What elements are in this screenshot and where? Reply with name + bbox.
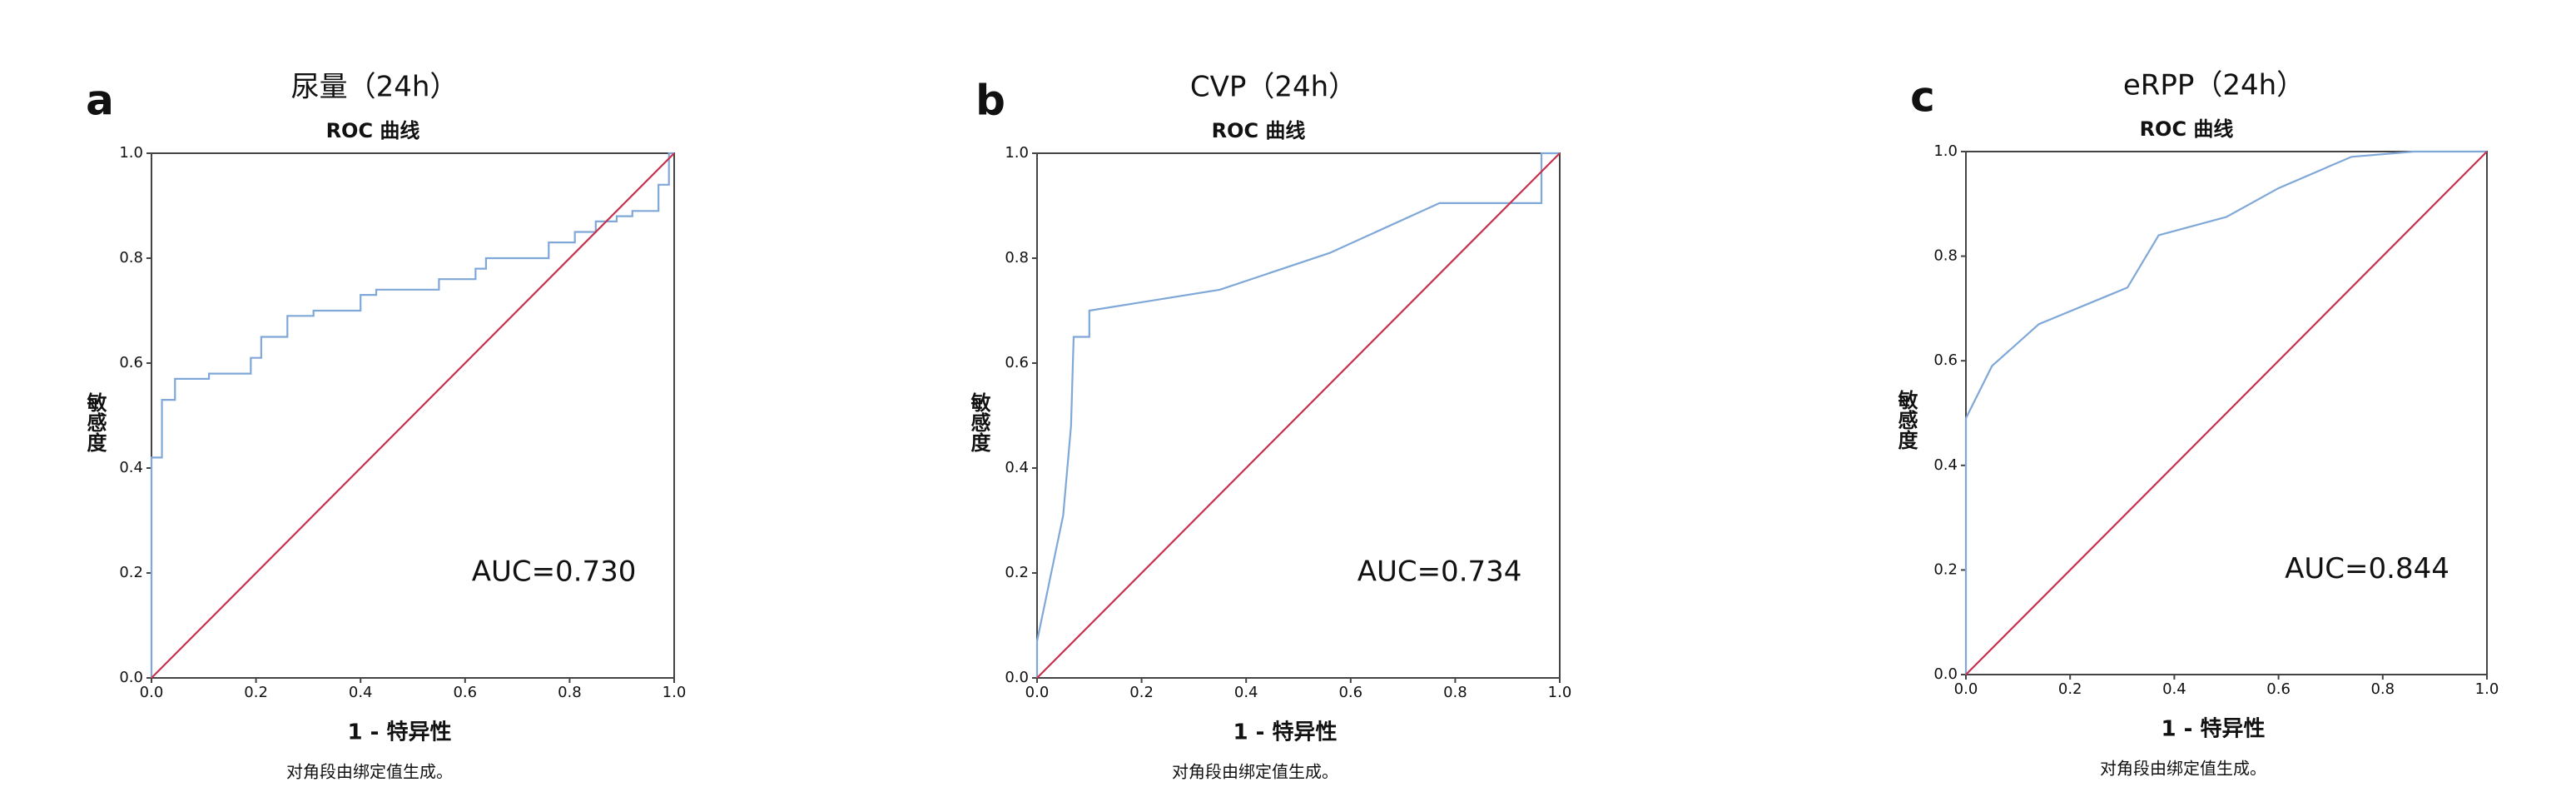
auc-annotation: AUC=0.730 <box>472 555 637 589</box>
footnote: 对角段由绑定值生成。 <box>286 762 453 782</box>
reference-line <box>151 152 675 679</box>
x-tick-label: 0.6 <box>2266 680 2291 698</box>
footnote: 对角段由绑定值生成。 <box>2100 759 2266 779</box>
footnote: 对角段由绑定值生成。 <box>1172 762 1338 782</box>
x-tick-label: 0.2 <box>1129 684 1154 701</box>
y-tick-label: 1.0 <box>1933 142 1958 160</box>
x-tick-label: 0.4 <box>1234 684 1258 701</box>
auc-annotation: AUC=0.734 <box>1357 555 1522 589</box>
chart-title: CVP（24h） <box>1190 71 1357 104</box>
chart-subtitle: ROC 曲线 <box>1212 119 1306 142</box>
y-tick-label: 0.0 <box>1005 669 1029 686</box>
y-tick-label: 0.4 <box>1933 456 1958 474</box>
plot-frame <box>1036 152 1561 679</box>
y-tick-label: 0.8 <box>1005 249 1029 267</box>
chart-title: eRPP（24h） <box>2123 69 2305 102</box>
plot-frame <box>1965 151 2488 675</box>
y-tick-label: 1.0 <box>1005 144 1029 162</box>
y-tick-label: 0.2 <box>1933 560 1958 578</box>
chart-subtitle: ROC 曲线 <box>2140 117 2234 141</box>
y-tick-label: 1.0 <box>119 144 143 162</box>
x-tick-label: 0.8 <box>1443 684 1467 701</box>
y-tick-label: 0.2 <box>1005 564 1029 581</box>
x-tick-label: 0.2 <box>244 684 268 701</box>
y-tick-label: 0.0 <box>1933 665 1958 683</box>
x-tick-label: 0.0 <box>1954 680 1978 698</box>
reference-line <box>1036 152 1561 679</box>
y-tick-label: 0.4 <box>119 459 143 476</box>
y-tick-label: 0.6 <box>1933 351 1958 369</box>
x-tick-label: 1.0 <box>2475 680 2499 698</box>
x-tick-label: 1.0 <box>663 684 687 701</box>
x-axis-label: 1 - 特异性 <box>348 720 452 745</box>
auc-annotation: AUC=0.844 <box>2285 552 2449 585</box>
y-tick-label: 0.6 <box>1005 354 1029 371</box>
x-tick-label: 0.4 <box>2162 680 2186 698</box>
x-tick-label: 0.6 <box>1338 684 1362 701</box>
roc-curve <box>150 152 674 678</box>
x-tick-label: 0.8 <box>558 684 582 701</box>
panel-label: c <box>1910 73 1935 122</box>
roc-curve <box>1035 152 1560 678</box>
y-axis-label: 敏感度 <box>1894 390 1918 451</box>
chart-title: 尿量（24h） <box>291 71 459 104</box>
x-axis-label: 1 - 特异性 <box>1233 720 1338 745</box>
panel-label: a <box>86 77 114 125</box>
x-tick-label: 1.0 <box>1548 684 1572 701</box>
y-tick-label: 0.2 <box>119 564 143 581</box>
y-tick-label: 0.8 <box>1933 247 1958 265</box>
reference-line <box>1965 151 2488 675</box>
y-tick-label: 0.6 <box>119 354 143 371</box>
x-axis-label: 1 - 特异性 <box>2162 716 2266 742</box>
y-tick-label: 0.8 <box>119 249 143 267</box>
chart-subtitle: ROC 曲线 <box>326 119 420 142</box>
y-tick-label: 0.0 <box>119 669 143 686</box>
roc-curve <box>1964 150 2487 675</box>
x-tick-label: 0.0 <box>1025 684 1050 701</box>
x-tick-label: 0.4 <box>349 684 373 701</box>
y-tick-label: 0.4 <box>1005 459 1029 476</box>
x-tick-label: 0.0 <box>140 684 164 701</box>
panel-label: b <box>975 77 1005 125</box>
plot-frame <box>151 152 675 679</box>
y-axis-label: 敏感度 <box>83 392 107 453</box>
x-tick-label: 0.6 <box>453 684 477 701</box>
y-axis-label: 敏感度 <box>967 392 991 453</box>
x-tick-label: 0.8 <box>2370 680 2395 698</box>
x-tick-label: 0.2 <box>2058 680 2082 698</box>
